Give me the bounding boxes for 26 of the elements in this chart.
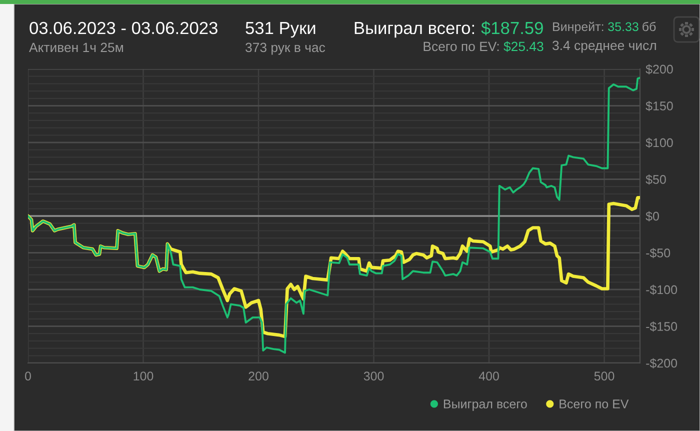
y-tick-label: $100 xyxy=(646,138,673,148)
x-tick-label: 0 xyxy=(25,372,31,381)
y-tick-label: -$150 xyxy=(646,322,678,332)
chart-subtitle: Активен 1ч 25м xyxy=(29,42,124,52)
chart-title: 03.06.2023 - 03.06.2023 xyxy=(30,22,218,34)
text: Винрейт: 35.33 бб xyxy=(553,22,656,34)
y-tick-label: -$200 xyxy=(646,358,678,368)
y-tick-label: -$100 xyxy=(646,284,678,295)
y-tick-label: $150 xyxy=(646,101,673,112)
text: Выиграл всего: $187.59 xyxy=(354,21,543,38)
text: 531 Руки xyxy=(246,22,316,38)
y-tick-label: $50 xyxy=(646,174,666,185)
y-tick-label: -$50 xyxy=(646,248,670,258)
text: 373 рук в час xyxy=(246,42,326,55)
text: Всего по EV: $25.43 xyxy=(424,41,544,52)
y-tick-label: $200 xyxy=(646,64,673,74)
x-tick-label: 200 xyxy=(248,372,268,381)
line-series xyxy=(28,76,640,354)
y-tick-label: $0 xyxy=(646,211,659,222)
legend-label: Всего по EV xyxy=(560,400,629,408)
x-tick-label: 300 xyxy=(364,372,384,381)
x-tick-label: 500 xyxy=(594,372,614,381)
x-tick-label: 100 xyxy=(134,372,154,381)
text: 3.4 среднее числ xyxy=(552,40,656,53)
legend-label: Выиграл всего xyxy=(444,400,527,411)
x-tick-label: 400 xyxy=(478,372,499,381)
